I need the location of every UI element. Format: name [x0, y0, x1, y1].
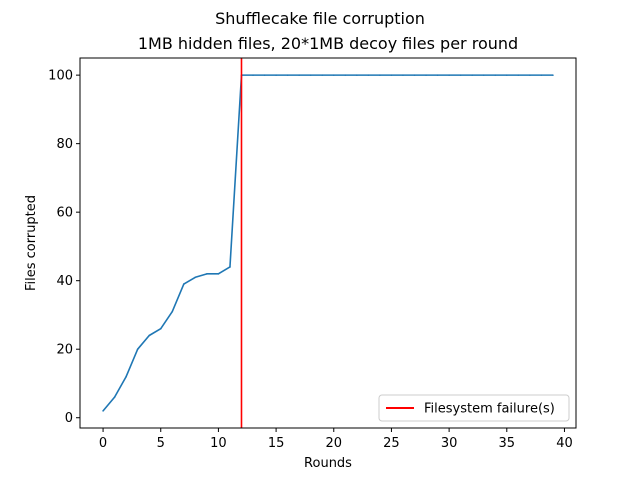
y-tick-label: 80 [56, 137, 73, 152]
data-point [471, 74, 473, 76]
data-point [344, 74, 347, 76]
data-point [275, 74, 277, 76]
data-point [298, 74, 300, 76]
data-point [309, 74, 312, 76]
data-point [321, 74, 324, 76]
data-point [217, 273, 220, 275]
x-tick-label: 35 [499, 436, 516, 451]
data-point [390, 74, 393, 76]
series-line-0 [102, 74, 553, 412]
data-point [113, 396, 116, 398]
x-tick-label: 25 [383, 436, 400, 451]
data-point [159, 327, 162, 330]
legend: Filesystem failure(s) [378, 394, 570, 422]
data-point [263, 74, 266, 76]
x-tick-label: 30 [441, 436, 458, 451]
data-point [206, 273, 208, 275]
data-point [425, 74, 427, 76]
x-tick-label: 20 [325, 436, 342, 451]
y-tick-label: 40 [56, 274, 73, 289]
data-point [482, 74, 485, 76]
data-point [459, 74, 462, 76]
axes-frame [79, 57, 577, 429]
x-axis-label: Rounds [304, 456, 352, 471]
data-point [494, 74, 497, 76]
x-tick-label: 5 [157, 436, 165, 451]
chart-subtitle: 1MB hidden files, 20*1MB decoy files per… [138, 34, 518, 53]
data-point [286, 74, 289, 76]
data-point [436, 74, 439, 76]
data-point [194, 276, 197, 279]
y-axis-label: Files corrupted [24, 195, 39, 291]
x-tick-label: 10 [210, 436, 227, 451]
data-point [552, 74, 554, 76]
data-point [505, 74, 508, 76]
y-tick-label: 20 [56, 343, 73, 358]
legend-label: Filesystem failure(s) [424, 402, 555, 417]
legend-box [378, 394, 570, 422]
x-tick-label: 15 [268, 436, 285, 451]
data-point [229, 266, 231, 268]
data-point [367, 74, 370, 76]
data-point [448, 74, 450, 76]
data-point [379, 74, 381, 76]
data-point [125, 375, 127, 378]
data-point [136, 348, 139, 351]
y-tick-label: 100 [48, 69, 73, 84]
chart-title: Shufflecake file corruption [215, 9, 425, 28]
data-point [529, 74, 531, 76]
data-point [517, 74, 520, 76]
y-tick-label: 60 [56, 206, 73, 221]
data-point [171, 310, 174, 313]
y-tick-label: 0 [65, 411, 73, 426]
data-point [183, 283, 185, 285]
data-point [332, 74, 335, 76]
x-tick-label: 40 [556, 436, 573, 451]
data-point [540, 74, 543, 76]
data-point [402, 74, 404, 76]
x-tick-label: 0 [99, 436, 107, 451]
axis-ticks: 0 5 10 15 20 25 30 35 40 0 20 40 60 80 100 [48, 69, 573, 451]
plot-area [102, 58, 554, 428]
data-point [413, 74, 416, 76]
data-point [102, 410, 104, 412]
data-point [252, 74, 254, 76]
data-point [356, 74, 358, 76]
data-point [148, 334, 151, 337]
